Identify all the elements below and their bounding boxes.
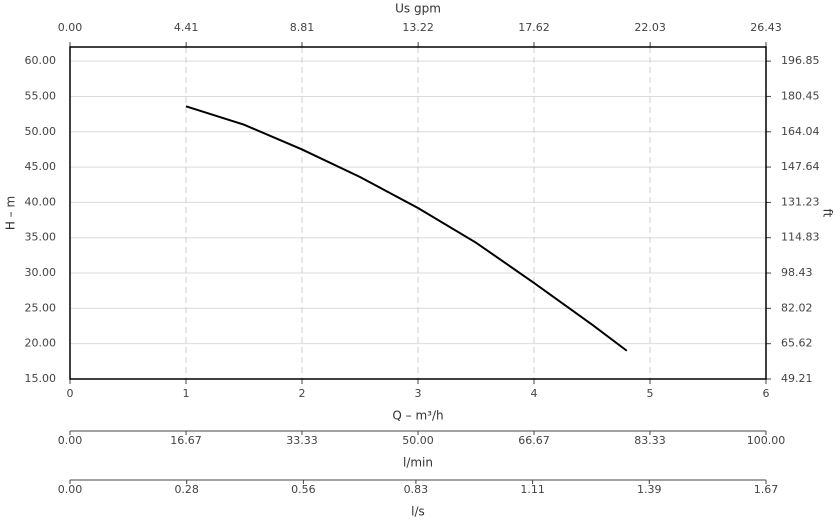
- extra-tick-label: 50.00: [402, 434, 434, 447]
- top-tick-label: 17.62: [518, 21, 550, 34]
- extra-tick-label: 0.83: [404, 483, 429, 496]
- y-tick-label: 35.00: [25, 231, 57, 244]
- y-tick-label: 15.00: [25, 372, 57, 385]
- x-axis-title: Q – m³/h: [392, 409, 443, 423]
- extra-tick-label: 33.33: [286, 434, 318, 447]
- plot-frame: [69, 46, 767, 380]
- extra-axis-title: l/s: [411, 505, 425, 519]
- extra-tick-label: 0.28: [174, 483, 199, 496]
- extra-tick-label: 0.56: [291, 483, 316, 496]
- x-tick-label: 5: [647, 387, 654, 400]
- extra-tick-label: 0.00: [58, 434, 83, 447]
- y2-tick-label: 114.83: [781, 231, 820, 244]
- x-tick-label: 0: [67, 387, 74, 400]
- x-tick-label: 6: [763, 387, 770, 400]
- extra-tick-label: 1.67: [754, 483, 779, 496]
- y-tick-label: 25.00: [25, 301, 57, 314]
- extra-tick-label: 1.11: [520, 483, 545, 496]
- curve: [185, 105, 628, 352]
- y-tick-label: 45.00: [25, 160, 57, 173]
- x-tick-label: 4: [531, 387, 538, 400]
- top-tick-label: 0.00: [58, 21, 83, 34]
- extra-tick-label: 16.67: [170, 434, 202, 447]
- y-tick-label: 40.00: [25, 195, 57, 208]
- y2-tick-label: 98.43: [781, 266, 813, 279]
- y-tick-label: 20.00: [25, 337, 57, 350]
- y2-tick-label: 82.02: [781, 301, 813, 314]
- extra-tick-label: 100.00: [747, 434, 786, 447]
- top-axis-title: Us gpm: [395, 2, 441, 16]
- y-tick-label: 50.00: [25, 125, 57, 138]
- y2-axis-title: ft: [821, 209, 835, 218]
- extra-tick-label: 1.39: [637, 483, 662, 496]
- y2-tick-label: 196.85: [781, 54, 820, 67]
- extra-tick-label: 66.67: [518, 434, 550, 447]
- y-tick-label: 55.00: [25, 89, 57, 102]
- y2-tick-label: 65.62: [781, 337, 813, 350]
- extra-tick-label: 0.00: [58, 483, 83, 496]
- extra-tick-label: 83.33: [634, 434, 666, 447]
- x-tick-label: 3: [415, 387, 422, 400]
- x-tick-label: 1: [183, 387, 190, 400]
- y2-tick-label: 164.04: [781, 125, 820, 138]
- x-tick-label: 2: [299, 387, 306, 400]
- top-tick-label: 26.43: [750, 21, 782, 34]
- y-tick-label: 30.00: [25, 266, 57, 279]
- top-tick-label: 13.22: [402, 21, 434, 34]
- y2-tick-label: 49.21: [781, 372, 813, 385]
- y-axis-title: H – m: [4, 196, 18, 230]
- top-tick-label: 22.03: [634, 21, 666, 34]
- top-tick-label: 4.41: [174, 21, 199, 34]
- extra-axis-title: l/min: [403, 456, 433, 470]
- y2-tick-label: 147.64: [781, 160, 820, 173]
- y2-tick-label: 180.45: [781, 89, 820, 102]
- y2-tick-label: 131.23: [781, 195, 820, 208]
- y-tick-label: 60.00: [25, 54, 57, 67]
- top-tick-label: 8.81: [290, 21, 315, 34]
